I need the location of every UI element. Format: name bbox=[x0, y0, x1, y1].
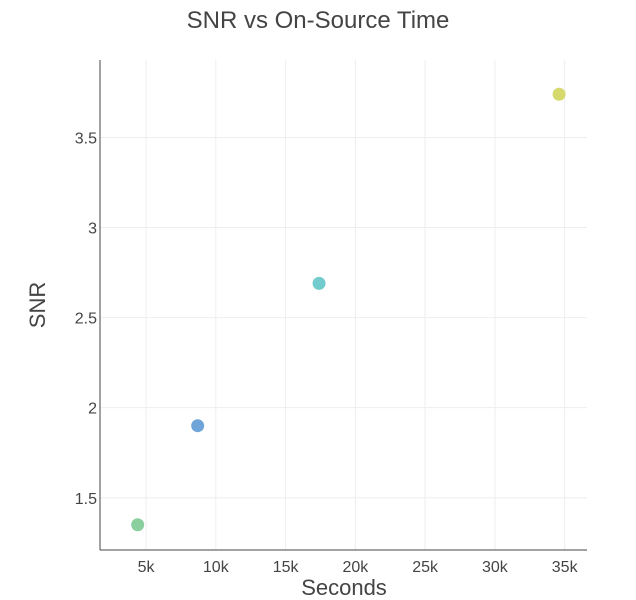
x-tick-label: 10k bbox=[203, 559, 230, 576]
x-tick-label: 15k bbox=[273, 559, 300, 576]
grid bbox=[100, 60, 587, 550]
data-points bbox=[131, 87, 566, 532]
y-tick-labels: 1.5 2 2.5 3 3.5 bbox=[75, 130, 97, 507]
chart-title: SNR vs On-Source Time bbox=[187, 7, 450, 34]
x-axis-label: Seconds bbox=[301, 575, 387, 600]
data-point[interactable] bbox=[552, 87, 566, 101]
y-axis-label: SNR bbox=[25, 282, 50, 328]
y-tick-label: 2.5 bbox=[75, 311, 97, 328]
x-tick-label: 5k bbox=[138, 559, 156, 576]
data-point[interactable] bbox=[131, 518, 145, 532]
y-tick-label: 2 bbox=[88, 401, 97, 418]
x-tick-label: 35k bbox=[552, 559, 579, 576]
y-tick-label: 3 bbox=[88, 221, 97, 238]
data-point[interactable] bbox=[191, 419, 205, 433]
x-tick-label: 20k bbox=[342, 559, 369, 576]
x-tick-label: 25k bbox=[412, 559, 439, 576]
x-tick-label: 30k bbox=[482, 559, 509, 576]
data-point[interactable] bbox=[312, 276, 326, 290]
y-tick-label: 1.5 bbox=[75, 491, 97, 508]
x-tick-labels: 5k 10k 15k 20k 25k 30k 35k bbox=[138, 559, 579, 576]
y-tick-label: 3.5 bbox=[75, 130, 97, 147]
